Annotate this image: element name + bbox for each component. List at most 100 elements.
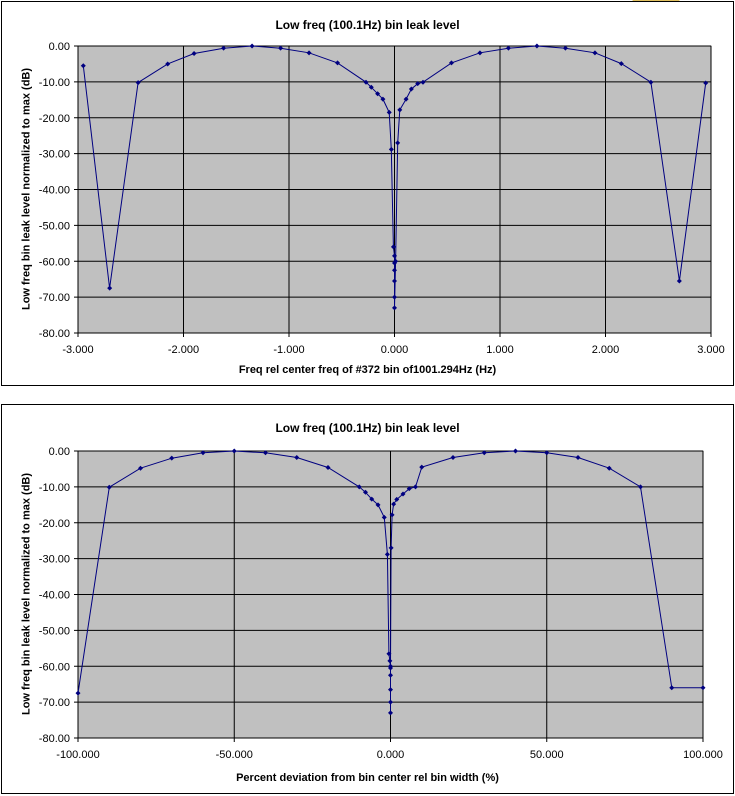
data-point [395,140,401,146]
y-tick-label: -40.00 [39,185,70,197]
y-tick-label: 0.00 [49,446,70,458]
data-point [368,84,374,90]
y-tick-label: 0.00 [49,41,70,53]
data-point [392,278,397,284]
data-point [388,146,394,152]
data-point [534,43,540,49]
data-point [363,489,368,495]
y-tick-label: -60.00 [39,661,70,673]
data-point [389,512,395,518]
data-point [394,496,400,502]
y-tick-label: -50.00 [39,625,70,637]
data-point [638,484,643,490]
chart-2: Low freq (100.1Hz) bin leak level Low fr… [1,404,734,794]
chart-title: Low freq (100.1Hz) bin leak level [275,18,460,32]
data-point [335,60,341,66]
x-axis-label: Freq rel center freq of #372 bin of1001.… [238,364,497,376]
x-tick-label: 100.000 [683,749,723,761]
data-point [381,514,387,520]
data-point [200,450,206,456]
data-point [700,685,706,691]
y-tick-label: -60.00 [39,256,70,268]
series-line [77,450,703,713]
data-point [384,551,390,557]
y-tick-label: -30.00 [39,149,70,161]
chart-title: Low freq (100.1Hz) bin leak level [275,421,460,435]
data-point [448,60,454,66]
data-point [191,51,197,57]
data-point [138,465,143,471]
y-tick-label: -70.00 [39,697,70,709]
data-point [513,448,518,454]
data-point [386,651,392,657]
x-tick-label: 0.000 [381,344,409,356]
data-point [386,109,392,115]
data-point [391,501,397,507]
y-tick-label: -10.00 [39,77,70,89]
x-tick-label: -3.000 [62,344,93,356]
data-point [388,699,393,705]
series-line [82,45,707,308]
x-tick-label: 1.000 [486,344,514,356]
data-point [392,305,397,311]
y-tick-label: -10.00 [39,482,70,494]
data-point [413,484,418,490]
data-point [415,81,421,87]
data-point [388,710,393,716]
y-tick-label: -50.00 [39,220,70,232]
chart-1: Low freq (100.1Hz) bin leak level Low fr… [1,1,734,386]
data-point [406,486,412,492]
data-point [387,658,393,664]
data-point [390,244,396,250]
data-point [325,465,331,471]
data-point [278,45,284,51]
data-point [375,91,381,97]
data-point [703,80,709,86]
data-point [231,448,237,454]
data-point [375,502,381,508]
data-point [450,454,456,460]
data-point [107,285,113,291]
x-tick-label: -50.000 [216,749,253,761]
data-point [221,45,227,51]
data-point [356,484,362,490]
data-point [606,465,612,471]
data-point [505,45,511,51]
data-point [135,80,141,86]
x-tick-label: 3.000 [697,344,725,356]
data-point [106,484,112,490]
y-tick-label: -20.00 [39,113,70,125]
y-tick-label: -30.00 [39,554,70,566]
data-point [165,61,171,67]
data-point [306,50,312,56]
y-tick-label: -70.00 [39,292,70,304]
x-tick-label: -2.000 [168,344,199,356]
data-point [388,687,393,693]
data-point [392,294,397,300]
data-point [369,496,375,502]
data-point [249,43,255,49]
data-point [392,253,397,259]
data-point [403,96,409,102]
y-tick-label: -80.00 [39,733,70,745]
data-point [169,455,175,461]
x-tick-label: -100.000 [56,749,99,761]
data-point [676,278,682,284]
data-point [388,663,393,669]
x-tick-label: 50.000 [530,749,564,761]
data-point [388,545,394,551]
data-point [477,50,483,56]
data-point [294,454,300,460]
y-tick-label: -40.00 [39,590,70,602]
data-point [408,86,414,92]
data-point [544,450,550,456]
data-point [592,50,598,56]
data-point [75,690,81,696]
data-point [363,79,369,85]
x-tick-label: 0.000 [377,749,405,761]
x-axis-label: Percent deviation from bin center rel bi… [236,772,499,784]
data-point [392,267,397,273]
y-tick-label: -80.00 [39,328,70,340]
data-point [420,79,426,85]
data-point [397,107,403,113]
